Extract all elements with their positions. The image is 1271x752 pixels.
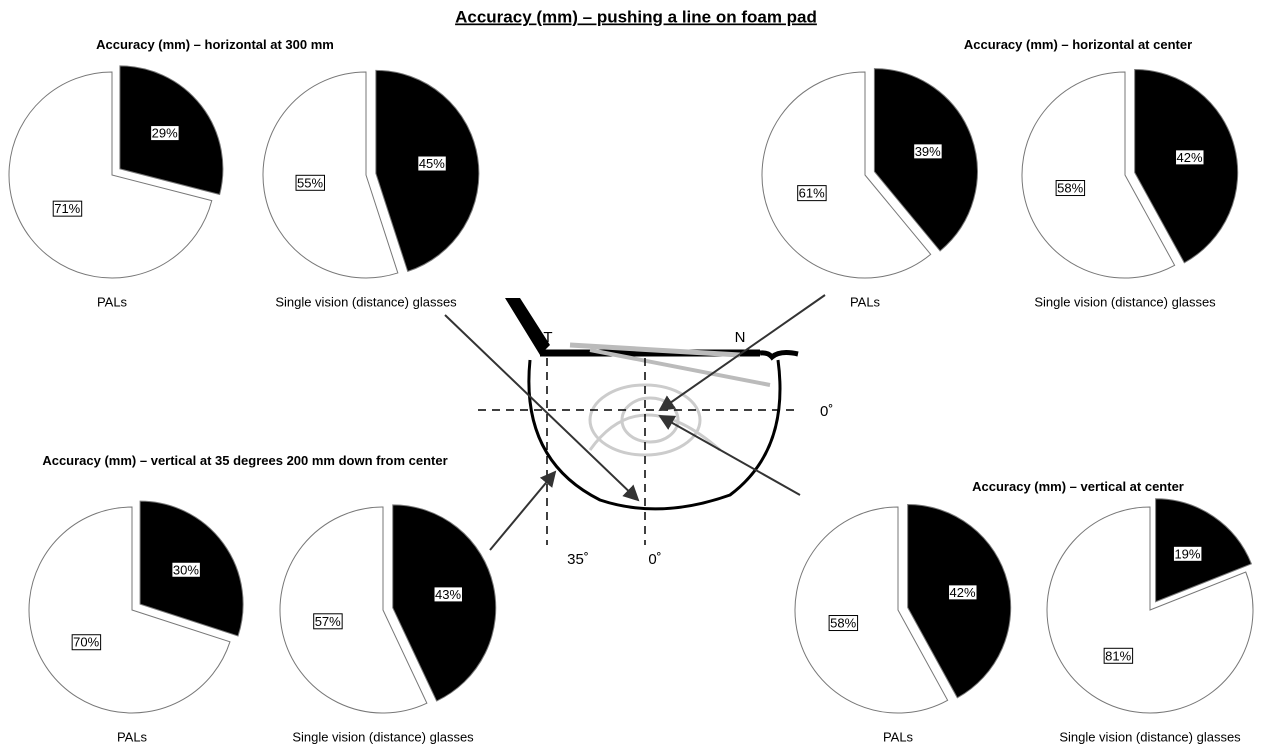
value-label: 43% [435, 587, 461, 602]
value-label-box [828, 615, 859, 632]
pie-label: PALs [117, 729, 148, 744]
value-label-box [171, 561, 201, 578]
panel-title: Accuracy (mm) – horizontal at 300 mm [96, 37, 334, 52]
value-label-box [1172, 545, 1203, 562]
eye-diagram [444, 294, 826, 551]
value-label-box [71, 634, 102, 651]
value-label-box [417, 155, 447, 172]
pie-slice [794, 506, 949, 714]
value-label-box [433, 586, 463, 603]
pie-label: Single vision (distance) glasses [1059, 729, 1241, 744]
value-label: 81% [1105, 648, 1131, 663]
pie-slice [907, 504, 1012, 699]
pie-slice [873, 68, 978, 252]
value-label: 45% [419, 156, 445, 171]
value-label: 19% [1174, 546, 1200, 561]
value-label: 30% [173, 562, 199, 577]
diagram-label: 0˚ [820, 403, 833, 420]
value-label: 39% [915, 144, 941, 159]
value-label: 42% [1177, 150, 1203, 165]
panel-title-box: Accuracy (mm) – horizontal at center [963, 37, 1193, 52]
value-label-box [1175, 149, 1205, 166]
panel-title-box: Accuracy (mm) – horizontal at 300 mm [96, 37, 334, 52]
value-label-box [295, 174, 325, 191]
pie-slice [1155, 498, 1253, 603]
value-label: 42% [950, 585, 976, 600]
panel-title-box: Accuracy (mm) – vertical at center [972, 479, 1184, 494]
pie-label: PALs [883, 729, 914, 744]
value-label-box [948, 584, 978, 601]
pie-label: PALs [850, 294, 881, 309]
pie-slice [761, 71, 932, 279]
diagram-label: N [735, 329, 746, 346]
value-label: 58% [830, 616, 856, 631]
pie-label: Single vision (distance) glasses [1034, 294, 1216, 309]
value-label-box [1055, 180, 1086, 197]
value-label-box [797, 185, 827, 202]
panel-title: Accuracy (mm) – vertical at 35 degrees 2… [42, 453, 448, 468]
value-label: 71% [54, 201, 80, 216]
pie-slice [262, 71, 399, 279]
value-label-box [150, 125, 180, 142]
value-label: 58% [1057, 181, 1083, 196]
pie-label: Single vision (distance) glasses [275, 294, 457, 309]
value-label: 29% [152, 126, 178, 141]
pie-slice [8, 71, 213, 279]
pie-slice [1134, 69, 1239, 264]
value-label: 57% [315, 614, 341, 629]
value-label: 70% [73, 635, 99, 650]
pie-slice [1021, 71, 1176, 279]
value-label-box [313, 613, 343, 630]
panel-title-box: Accuracy (mm) – vertical at 35 degrees 2… [42, 453, 448, 468]
pie-slice [279, 506, 428, 714]
value-label-box [1103, 647, 1134, 664]
panel-title: Accuracy (mm) – horizontal at center [963, 37, 1193, 52]
figure-title: Accuracy (mm) – pushing a line on foam p… [455, 7, 817, 26]
value-label-box [913, 143, 943, 160]
pie-label: PALs [97, 294, 128, 309]
value-label-box [52, 200, 83, 217]
pie-label: Single vision (distance) glasses [292, 729, 474, 744]
value-label: 61% [799, 186, 825, 201]
diagram-label: 0˚ [648, 551, 661, 568]
value-label: 55% [297, 175, 323, 190]
pie-slice [392, 504, 497, 702]
panel-title: Accuracy (mm) – vertical at center [972, 479, 1184, 494]
pie-slice [1046, 506, 1254, 714]
pie-slice [28, 506, 231, 714]
diagram-label: T [543, 329, 552, 346]
diagram-label: 35˚ [567, 551, 589, 568]
